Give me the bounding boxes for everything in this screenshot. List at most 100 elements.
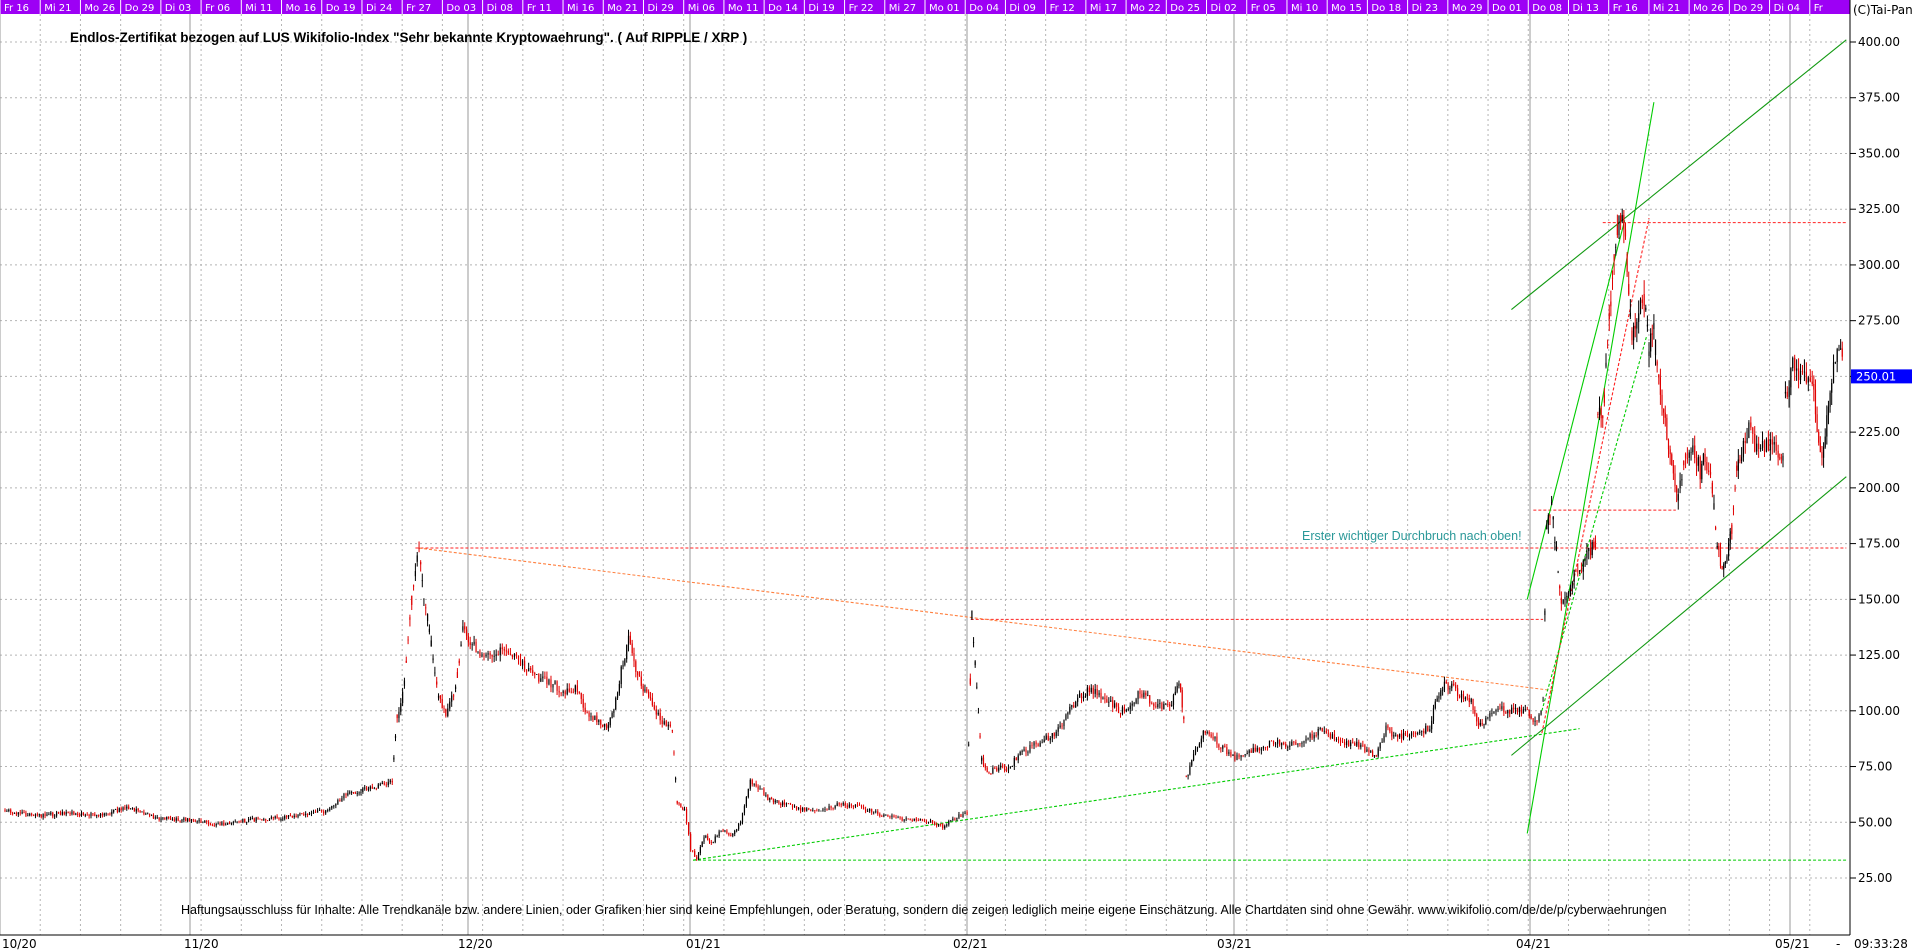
candle-body: [911, 820, 913, 822]
candle-body: [728, 832, 730, 836]
candle-body: [834, 806, 836, 809]
candle-body: [1339, 740, 1342, 742]
candle-body: [818, 810, 820, 812]
candle-body: [145, 813, 147, 815]
candle-body: [570, 691, 572, 693]
candle-body: [1801, 370, 1804, 372]
candle-body: [1797, 368, 1800, 381]
candle-body: [396, 714, 398, 719]
candle-body: [747, 788, 749, 797]
candle-body: [1206, 731, 1208, 734]
candle-body: [1383, 735, 1385, 742]
candle-body: [1250, 750, 1252, 753]
candle-body: [503, 649, 505, 651]
candle-body: [305, 813, 307, 816]
candle-body: [206, 821, 208, 822]
candle-body: [1404, 732, 1407, 735]
candle-body: [389, 780, 391, 783]
candle-body: [337, 800, 339, 804]
candle-body: [1824, 436, 1826, 448]
candle-body: [578, 691, 580, 693]
candle-body: [977, 712, 980, 714]
day-label: Di 09: [1009, 3, 1035, 14]
candle-body: [956, 817, 958, 820]
candle-body: [998, 767, 1000, 771]
candle-body: [1759, 447, 1762, 449]
candle-body: [270, 817, 272, 819]
candle-body: [1248, 750, 1250, 753]
day-label: Mo 16: [286, 3, 317, 14]
candle-body: [1718, 545, 1720, 551]
candle-body: [1129, 705, 1131, 710]
candle-body: [211, 824, 214, 826]
candle-body: [391, 780, 393, 783]
candle-body: [787, 803, 790, 805]
candle-body: [1350, 742, 1352, 747]
candle-body: [1566, 596, 1568, 598]
candle-body: [426, 614, 429, 622]
candle-body: [1666, 417, 1668, 440]
candle-body: [736, 829, 738, 831]
candle-body: [1799, 370, 1802, 381]
candle-body: [261, 819, 263, 821]
day-label: Mi 06: [688, 3, 715, 14]
candle-body: [1003, 765, 1006, 770]
y-tick-label: 325.00: [1858, 202, 1900, 216]
candle-body: [1011, 766, 1013, 768]
candle-body: [739, 822, 742, 825]
candle-body: [1149, 695, 1151, 704]
candle-body: [822, 809, 824, 811]
candle-body: [687, 822, 690, 835]
candle-body: [534, 672, 536, 675]
candle-body: [1669, 449, 1671, 455]
candle-body: [806, 808, 808, 811]
candle-body: [814, 810, 816, 812]
candle-body: [240, 821, 242, 823]
candle-body: [1569, 587, 1572, 592]
candle-body: [596, 715, 598, 723]
candle-body: [513, 653, 516, 657]
x-month-label: 05/21: [1775, 937, 1810, 951]
candle-body: [1600, 407, 1602, 419]
candle-body: [895, 817, 897, 819]
day-label-group: Fr 16 Mi 21 Mo 26 Do 29 Di 03 Fr 06 Mi 11 Mo 16…: [0, 0, 1824, 14]
candle-body: [1311, 734, 1313, 739]
candle-body: [1575, 569, 1577, 571]
candle-body: [489, 652, 491, 655]
candle-body: [190, 819, 193, 821]
candle-body: [1204, 730, 1206, 734]
candle-body: [1524, 709, 1526, 710]
candle-body: [1648, 351, 1650, 357]
day-label: Do 14: [768, 3, 798, 14]
candle-body: [1688, 452, 1690, 458]
candle-body: [1232, 755, 1234, 757]
candle-body: [1507, 710, 1509, 714]
candle-body: [1377, 748, 1379, 757]
candle-body: [1375, 755, 1377, 757]
candle-body: [1616, 225, 1618, 236]
candle-body: [536, 674, 538, 675]
candle-body: [1530, 716, 1532, 719]
candle-body: [208, 821, 210, 825]
candle-body: [1489, 713, 1491, 718]
candle-body: [771, 797, 773, 799]
candle-body: [611, 712, 613, 718]
candle-body: [1742, 440, 1745, 458]
candle-body: [1836, 349, 1838, 363]
candle-body: [550, 679, 552, 688]
candle-body: [1331, 734, 1334, 739]
day-label: Do 01: [1492, 3, 1522, 14]
candle-body: [635, 661, 637, 673]
candle-body: [1711, 482, 1713, 494]
candle-body: [1023, 749, 1025, 751]
candle-body: [1547, 515, 1549, 526]
candle-body: [63, 812, 65, 815]
candle-body: [126, 806, 128, 809]
candle-body: [1534, 720, 1536, 723]
candle-body: [552, 684, 554, 688]
candle-body: [988, 772, 990, 774]
candle-body: [1832, 362, 1835, 384]
candle-body: [414, 571, 416, 577]
candle-body: [44, 813, 46, 816]
candle-body: [1341, 741, 1344, 743]
